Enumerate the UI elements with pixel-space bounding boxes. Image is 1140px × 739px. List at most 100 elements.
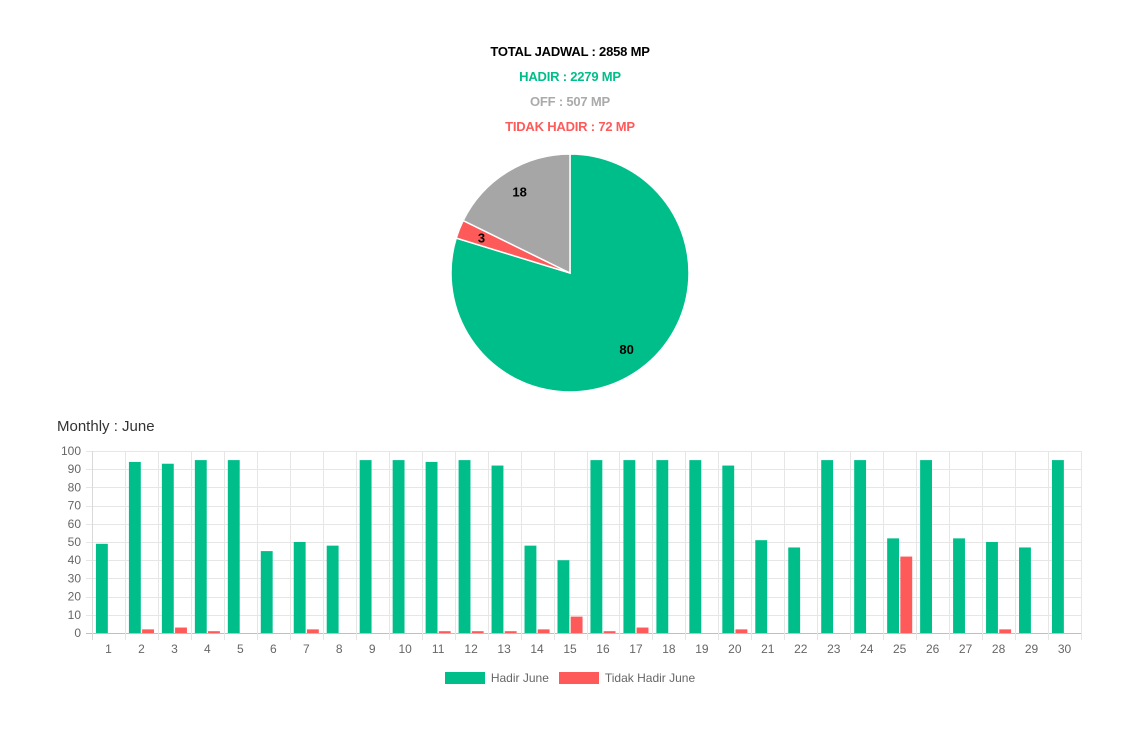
legend-item-hadir-june[interactable]: Hadir June: [444, 670, 549, 686]
bar-tidak-hadir-june-7: [306, 629, 319, 633]
x-tick-label: 27: [959, 642, 973, 656]
bar-tidak-hadir-june-28: [999, 629, 1012, 633]
pie-slice: [462, 153, 571, 275]
bar-tidak-hadir-june-2: [142, 629, 154, 633]
bar-hadir-june-16: [590, 460, 603, 633]
x-tick-label: 5: [237, 642, 244, 656]
pie-data-label: 3: [478, 230, 485, 245]
bar-tidak-hadir-june-12: [471, 631, 484, 633]
bar-tidak-hadir-june-25: [900, 556, 913, 633]
x-tick-label: 13: [497, 642, 511, 656]
x-tick-label: 28: [992, 642, 1006, 656]
bar-hadir-june-3: [161, 463, 174, 633]
x-tick-label: 19: [695, 642, 709, 656]
chart-gridlines: [86, 451, 1082, 640]
x-tick-label: 25: [893, 642, 907, 656]
bar-tidak-hadir-june-3: [175, 627, 187, 633]
bar-hadir-june-30: [1051, 460, 1064, 633]
bar-hadir-june-24: [854, 460, 867, 633]
legend-swatch: [444, 672, 485, 684]
bar-hadir-june-19: [689, 460, 702, 633]
bar-hadir-june-11: [425, 461, 438, 633]
x-tick-label: 12: [464, 642, 478, 656]
bar-tidak-hadir-june-20: [735, 629, 748, 633]
x-tick-label: 4: [204, 642, 211, 656]
x-tick-label: 6: [270, 642, 277, 656]
bar-tidak-hadir-june-14: [537, 629, 550, 633]
x-tick-label: 10: [399, 642, 413, 656]
legend-swatch: [558, 672, 599, 684]
bar-hadir-june-14: [524, 545, 537, 633]
x-tick-label: 2: [138, 642, 145, 656]
x-tick-label: 11: [432, 642, 445, 656]
bar-hadir-june-13: [491, 465, 504, 633]
bar-hadir-june-12: [458, 460, 471, 633]
x-tick-label: 1: [105, 642, 112, 656]
bar-tidak-hadir-june-4: [208, 631, 220, 633]
x-tick-label: 22: [794, 642, 808, 656]
bar-hadir-june-2: [128, 461, 141, 633]
x-tick-label: 23: [827, 642, 841, 656]
x-tick-label: 29: [1025, 642, 1039, 656]
x-tick-label: 20: [728, 642, 742, 656]
bar-hadir-june-20: [722, 465, 735, 633]
bar-hadir-june-15: [557, 560, 570, 633]
summary-header: TOTAL JADWAL : 2858 MP HADIR : 2279 MP O…: [0, 39, 1140, 139]
x-axis-labels: 1 2 3 4 5 6 7 8 9 10 11 12 13 14 15 16 17 18 19 20 21 22 23 24 2…: [105, 642, 1071, 656]
bar-hadir-june-17: [623, 460, 636, 633]
bar-hadir-june-8: [326, 545, 339, 633]
summary-total: TOTAL JADWAL : 2858 MP: [490, 44, 650, 59]
y-tick-label: 80: [68, 480, 82, 494]
chart-bars: [95, 460, 1064, 633]
pie-slices: [450, 153, 690, 393]
bar-tidak-hadir-june-11: [438, 631, 451, 633]
x-tick-label: 9: [369, 642, 376, 656]
pie-data-label: 80: [619, 342, 633, 357]
bar-hadir-june-6: [260, 551, 273, 633]
y-tick-label: 10: [68, 608, 82, 622]
x-tick-label: 14: [530, 642, 544, 656]
pie-data-labels: 80 3 18: [478, 185, 634, 357]
x-tick-label: 8: [336, 642, 343, 656]
summary-hadir: HADIR : 2279 MP: [519, 69, 621, 84]
y-tick-label: 90: [68, 462, 82, 476]
bar-hadir-june-26: [920, 460, 932, 633]
y-tick-label: 50: [68, 535, 82, 549]
bar-tidak-hadir-june-15: [570, 616, 583, 633]
legend-item-tidak-hadir-june[interactable]: Tidak Hadir June: [558, 670, 696, 686]
x-tick-label: 16: [596, 642, 610, 656]
y-tick-label: 100: [61, 444, 81, 458]
bar-hadir-june-23: [821, 460, 834, 633]
y-tick-label: 40: [68, 553, 82, 567]
y-axis-labels: 0 10 20 30 40 50 60 70 80 90 100: [61, 444, 81, 640]
x-tick-label: 30: [1058, 642, 1072, 656]
bar-tidak-hadir-june-13: [504, 631, 517, 633]
bar-hadir-june-22: [788, 547, 801, 633]
bar-hadir-june-1: [95, 543, 108, 633]
bar-hadir-june-27: [953, 538, 965, 633]
bar-hadir-june-29: [1019, 547, 1031, 633]
x-tick-label: 21: [761, 642, 775, 656]
x-tick-label: 24: [860, 642, 874, 656]
y-tick-label: 70: [68, 499, 82, 513]
bar-chart-legend: Hadir June Tidak Hadir June: [0, 670, 1140, 686]
y-tick-label: 0: [74, 626, 81, 640]
y-tick-label: 20: [68, 590, 82, 604]
attendance-pie-chart: 80 3 18: [450, 153, 690, 393]
legend-label: Tidak Hadir June: [604, 671, 696, 685]
bar-hadir-june-21: [755, 540, 768, 633]
summary-tidak-hadir: TIDAK HADIR : 72 MP: [505, 119, 635, 134]
bar-hadir-june-7: [293, 542, 306, 633]
bar-hadir-june-9: [359, 460, 372, 633]
y-tick-label: 30: [68, 571, 82, 585]
x-tick-label: 15: [563, 642, 577, 656]
bar-hadir-june-28: [986, 542, 998, 633]
pie-data-label: 18: [512, 185, 526, 200]
bar-hadir-june-4: [194, 460, 207, 633]
bar-hadir-june-5: [227, 460, 240, 633]
summary-off: OFF : 507 MP: [530, 94, 610, 109]
pie-slice: [450, 153, 690, 393]
bar-tidak-hadir-june-17: [636, 627, 649, 633]
x-tick-label: 7: [303, 642, 310, 656]
